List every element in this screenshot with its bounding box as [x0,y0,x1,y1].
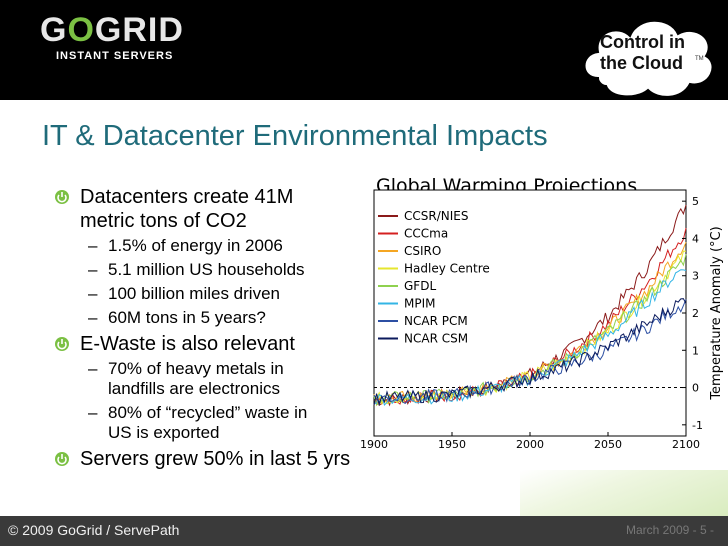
legend-label: CCCma [404,227,448,241]
sub-bullet-text: US is exported [108,423,220,442]
y-tick-label: -1 [692,419,703,432]
legend-label: CSIRO [404,244,441,258]
sub-bullet-text: landfills are electronics [108,379,280,398]
chart-svg: Global Warming ProjectionsCCSR/NIESCCCma… [360,175,724,451]
bullet-list: Datacenters create 41M metric tons of CO… [50,185,430,474]
sub-bullet: – 70% of heavy metals in landfills are e… [50,359,430,399]
power-bullet-icon [55,452,69,466]
copyright-text: © 2009 GoGrid / ServePath [8,522,180,538]
power-bullet-icon [55,190,69,204]
y-tick-label: 2 [692,307,699,320]
sub-bullet-text: 80% of “recycled” waste in [108,403,308,422]
sub-bullet: –1.5% of energy in 2006 [88,236,283,255]
gogrid-logo: GOGRID INSTANT SERVERS [40,10,190,66]
logo-subtitle: INSTANT SERVERS [56,50,174,62]
tagline-line-2: the Cloud [600,53,683,73]
x-tick-label: 1900 [360,438,388,451]
series-line-mpim [373,269,687,406]
sub-bullet-text: 1.5% of energy in 2006 [108,236,283,255]
bullet-text: Servers grew 50% in last 5 yrs [80,448,351,470]
y-tick-label: 0 [692,382,699,395]
cloud-shape-icon [583,19,714,98]
decorative-green-band [520,470,728,516]
y-tick-label: 1 [692,344,699,357]
y-tick-label: 4 [692,232,699,245]
legend-label: NCAR PCM [404,314,468,328]
sub-bullet: –5.1 million US households [88,260,305,279]
legend-label: Hadley Centre [404,262,490,276]
sub-bullet: –60M tons in 5 years? [88,308,266,327]
logo-text: GOGRID [40,11,184,49]
y-axis-label: Temperature Anomaly (°C) [709,226,724,400]
bullet-text: E-Waste is also relevant [80,333,295,355]
bullet-text: Datacenters create 41M [80,186,294,208]
y-tick-label: 3 [692,270,699,283]
tagline-line-1: Control in [600,32,685,52]
sub-bullet: –100 billion miles driven [88,284,280,303]
series-line-ncar-csm [373,298,687,407]
x-tick-label: 1950 [438,438,466,451]
sub-bullet-text: 60M tons in 5 years? [108,308,266,327]
x-tick-label: 2050 [594,438,622,451]
x-tick-label: 2100 [672,438,700,451]
sub-bullet: – 80% of “recycled” waste in US is expor… [50,403,430,443]
slide-title: IT & Datacenter Environmental Impacts [42,120,548,152]
bullet-datacenters: Datacenters create 41M metric tons of CO… [50,185,430,233]
bullet-text: metric tons of CO2 [80,210,247,232]
global-warming-chart: Global Warming Projections CCSR/NIES CCCma… [346,168,728,498]
y-tick-label: 5 [692,195,699,208]
slide-date-page: March 2009 - 5 - [625,523,714,537]
footer-bar: © 2009 GoGrid / ServePath March 2009 - 5… [0,516,728,546]
cloud-tagline: Control in the Cloud [600,32,700,74]
power-bullet-icon [55,337,69,351]
x-tick-label: 2000 [516,438,544,451]
control-in-cloud-badge: Control in the Cloud TM [578,8,718,104]
legend-label: GFDL [404,279,436,293]
sub-bullet-text: 70% of heavy metals in [108,359,284,378]
legend-label: MPIM [404,297,435,311]
legend-label: NCAR CSM [404,332,468,346]
bullet-servers: Servers grew 50% in last 5 yrs [50,447,430,471]
sub-bullet-text: 100 billion miles driven [108,284,280,303]
series-line-ccsr-nies [373,204,687,407]
sub-bullet-text: 5.1 million US households [108,260,305,279]
trademark-mark: TM [695,56,704,62]
bullet-ewaste: E-Waste is also relevant [50,332,430,356]
legend-label: CCSR/NIES [404,209,468,223]
